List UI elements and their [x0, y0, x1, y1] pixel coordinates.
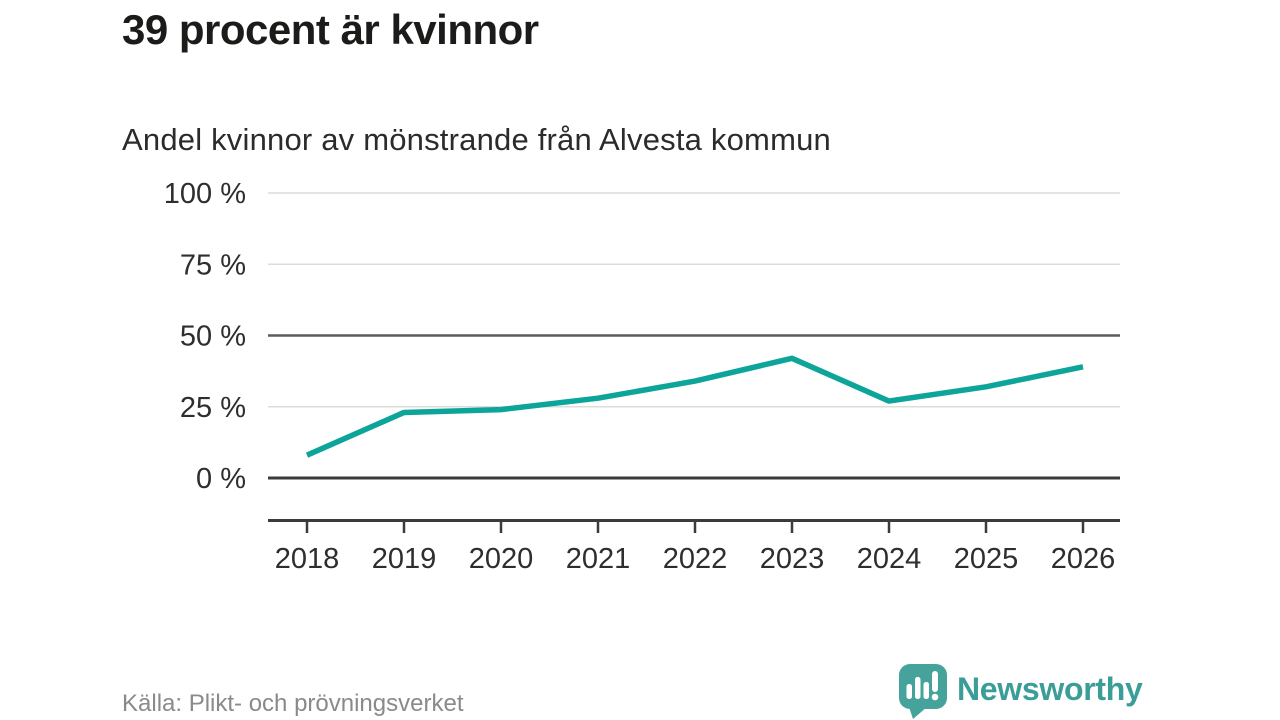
- newsworthy-logo-text: Newsworthy: [957, 671, 1143, 707]
- y-tick-label-75: 75 %: [180, 249, 246, 281]
- y-tick-label-0: 0 %: [196, 463, 246, 495]
- x-tick-label-2024: 2024: [857, 543, 922, 575]
- y-tick-label-100: 100 %: [164, 178, 246, 210]
- y-tick-label-50: 50 %: [180, 321, 246, 353]
- x-tick-label-2020: 2020: [469, 543, 534, 575]
- chart-title: 39 procent är kvinnor: [122, 6, 539, 53]
- x-tick-label-2026: 2026: [1051, 543, 1116, 575]
- x-tick-label-2019: 2019: [372, 543, 437, 575]
- newsworthy-logo: Newsworthy: [898, 662, 1143, 720]
- x-tick-label-2021: 2021: [566, 543, 631, 575]
- x-tick-label-2022: 2022: [663, 543, 728, 575]
- newsworthy-logo-icon: [899, 664, 947, 719]
- y-tick-label-25: 25 %: [180, 392, 246, 424]
- x-tick-label-2023: 2023: [760, 543, 825, 575]
- x-tick-label-2025: 2025: [954, 543, 1019, 575]
- source-note: Källa: Plikt- och prövningsverket: [122, 690, 464, 717]
- chart-subtitle: Andel kvinnor av mönstrande från Alvesta…: [122, 122, 831, 157]
- x-tick-label-2018: 2018: [275, 543, 340, 575]
- data-line: [305, 355, 1084, 458]
